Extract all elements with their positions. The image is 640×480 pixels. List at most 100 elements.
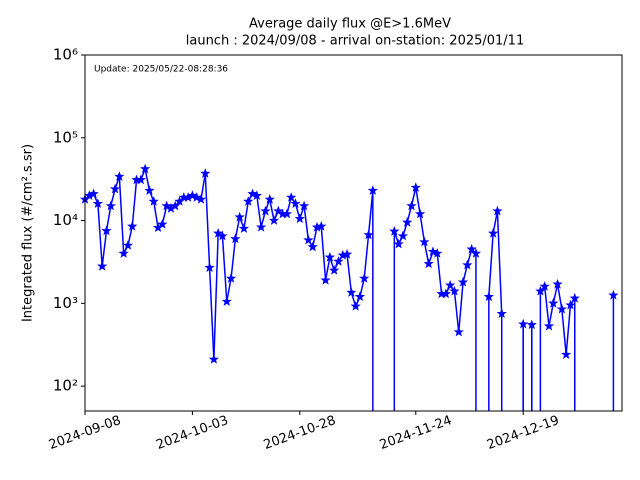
point-marker: [363, 229, 374, 240]
point-marker: [539, 281, 550, 291]
point-marker: [299, 200, 310, 211]
point-marker: [419, 236, 430, 247]
line-segment: [543, 286, 550, 327]
line-segment: [221, 235, 228, 302]
chart-subtitle: launch : 2024/09/08 - arrival on-station…: [186, 34, 524, 49]
line-segment: [561, 309, 567, 355]
point-marker: [191, 192, 202, 202]
point-marker: [350, 300, 361, 311]
point-marker: [543, 320, 555, 331]
plot-frame: [84, 54, 623, 412]
line-segment: [548, 303, 555, 327]
point-marker: [488, 228, 499, 238]
point-marker: [406, 200, 417, 211]
point-marker: [290, 198, 301, 208]
point-marker: [518, 318, 529, 329]
point-marker: [187, 190, 198, 200]
point-marker: [466, 243, 477, 254]
y-tick-label: 10²: [53, 377, 78, 395]
y-tick-label: 10⁵: [53, 128, 78, 146]
point-marker: [135, 174, 146, 185]
line-segment: [458, 282, 464, 333]
point-marker: [170, 200, 181, 211]
point-marker: [354, 291, 366, 302]
point-marker: [402, 217, 413, 227]
line-segment: [320, 226, 327, 281]
line-segment: [556, 284, 563, 310]
y-tick-label: 10³: [53, 294, 78, 312]
line-segment: [565, 305, 572, 355]
point-marker: [140, 163, 151, 174]
line-segment: [152, 201, 159, 228]
point-marker: [204, 262, 215, 272]
point-marker: [552, 278, 563, 289]
point-marker: [457, 276, 469, 287]
chart-title: Average daily flux @E>1.6MeV: [249, 17, 451, 32]
line-segment: [363, 234, 370, 279]
line-segment: [118, 176, 125, 254]
line-segment: [101, 230, 108, 267]
point-marker: [483, 291, 494, 302]
point-marker: [316, 221, 327, 231]
point-marker: [225, 273, 237, 283]
point-marker: [307, 241, 318, 252]
point-marker: [294, 213, 305, 224]
y-tick-label: 10⁴: [53, 211, 78, 229]
line-segment: [213, 233, 219, 360]
point-marker: [341, 249, 353, 259]
point-marker: [200, 168, 211, 178]
line-segment: [488, 233, 494, 297]
point-marker: [346, 287, 357, 297]
point-marker: [234, 211, 245, 222]
line-segment: [144, 168, 151, 191]
point-marker: [496, 308, 507, 318]
line-segment: [256, 195, 262, 228]
line-segment: [423, 241, 430, 264]
point-marker: [445, 279, 456, 290]
point-marker: [320, 274, 331, 285]
point-marker: [427, 246, 439, 257]
point-marker: [492, 205, 503, 216]
point-marker: [238, 223, 250, 233]
point-marker: [367, 185, 378, 195]
point-marker: [92, 198, 103, 208]
point-marker: [247, 188, 258, 199]
point-marker: [88, 188, 99, 199]
point-marker: [118, 248, 129, 258]
point-marker: [397, 230, 408, 241]
line-segment: [131, 179, 138, 227]
point-marker: [221, 296, 232, 306]
point-marker: [410, 182, 421, 192]
line-segment: [268, 199, 275, 221]
point-marker: [324, 251, 335, 262]
point-marker: [565, 299, 576, 310]
point-marker: [251, 190, 262, 200]
point-marker: [440, 288, 451, 299]
point-marker: [608, 289, 619, 300]
point-marker: [101, 225, 112, 236]
line-segment: [204, 173, 211, 268]
point-marker: [526, 319, 537, 330]
line-segment: [97, 203, 103, 267]
point-marker: [217, 230, 228, 241]
point-marker: [260, 205, 271, 216]
y-tick-label: 10⁶: [53, 46, 78, 64]
line-segment: [436, 253, 443, 294]
point-marker: [195, 194, 207, 204]
line-segment: [324, 257, 331, 281]
point-marker: [230, 233, 241, 244]
line-segment: [496, 211, 503, 314]
line-segment: [230, 238, 237, 279]
point-marker: [264, 194, 275, 204]
point-marker: [213, 228, 224, 238]
point-marker: [109, 183, 121, 194]
point-marker: [432, 248, 443, 258]
point-marker: [329, 265, 340, 275]
point-marker: [414, 208, 426, 219]
point-marker: [453, 326, 464, 337]
line-segment: [200, 173, 207, 200]
line-segment: [419, 213, 426, 243]
point-marker: [157, 218, 168, 229]
